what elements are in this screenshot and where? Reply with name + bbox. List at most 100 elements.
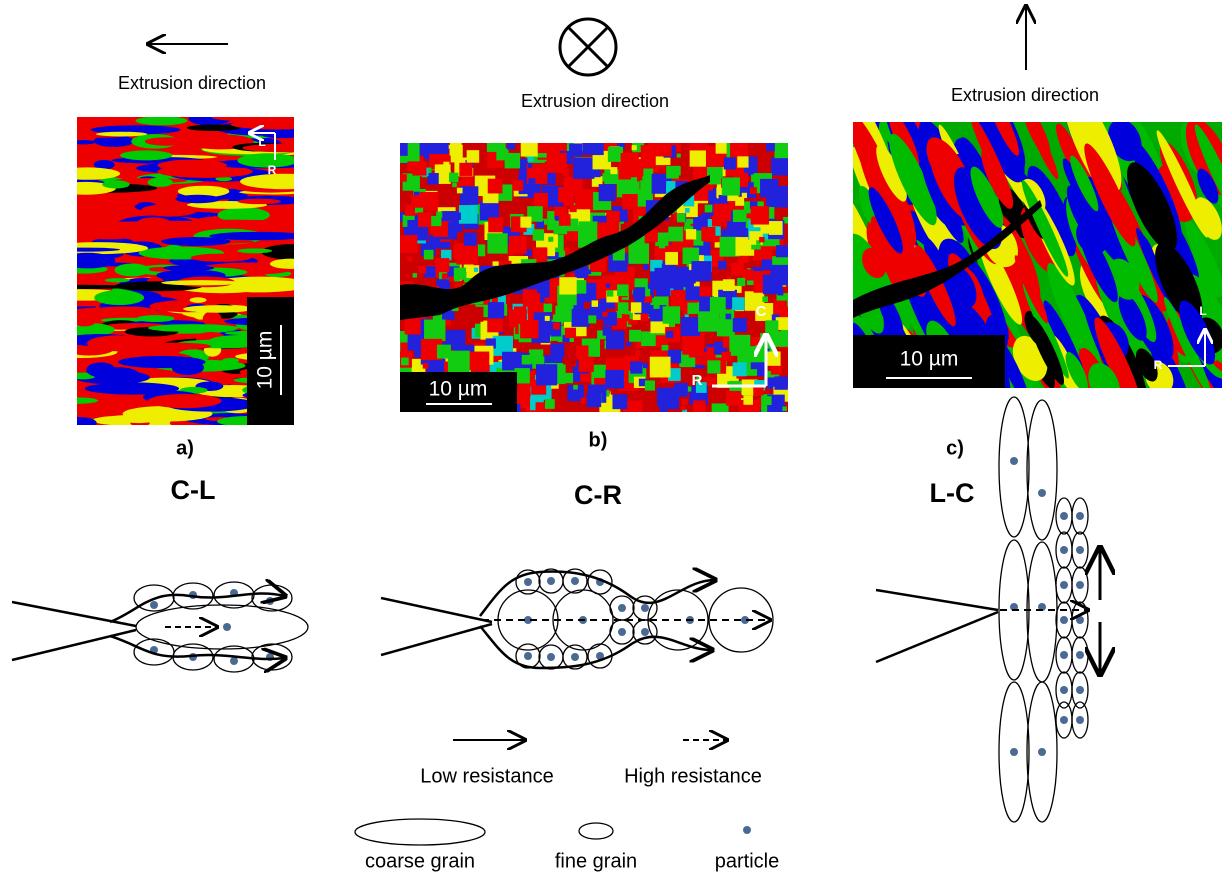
grain [1076,651,1084,659]
grain [682,399,688,405]
grain [570,273,575,278]
grain [686,229,696,239]
direction-label: Extrusion direction [521,91,669,111]
grain [242,144,330,153]
grain [763,396,772,405]
grain [507,141,515,149]
grain [635,350,640,355]
grain [1076,581,1084,589]
grain [631,302,642,313]
grain [59,253,115,269]
grain [580,373,588,381]
grain [729,335,750,356]
grain [454,268,466,280]
grain [571,309,589,327]
grain [533,229,544,240]
grain [742,193,747,198]
grain [657,388,675,406]
axis-label: L [258,135,265,149]
grain [157,160,227,172]
grain [401,358,409,366]
grain [237,248,272,253]
axis-label: L [1199,304,1206,318]
grain [450,140,462,152]
grain [161,280,241,285]
grain [1060,651,1068,659]
grain [520,320,538,338]
grain [1076,616,1084,624]
grain [487,317,503,333]
grain [231,120,324,130]
grain [602,173,610,181]
direction-label: Extrusion direction [118,73,266,93]
grain [528,178,535,185]
grain [733,318,747,332]
grain [534,193,548,207]
grain [407,256,412,261]
direction-label: Extrusion direction [951,85,1099,105]
grain [141,204,197,216]
grain [1060,581,1068,589]
grain [569,205,576,212]
grain [522,355,532,365]
schematic-c [876,397,1100,822]
grain [459,205,478,224]
grain [93,221,182,231]
grain [762,296,768,302]
grain [464,233,477,246]
grain [766,351,780,365]
grain [488,302,504,318]
grain [487,233,507,253]
grain [623,314,630,321]
grain [520,217,531,228]
grain [467,150,480,163]
grain [118,356,205,368]
grain [424,250,434,260]
grain [585,136,604,155]
grain [448,351,470,373]
grain [681,317,700,336]
grain [1060,716,1068,724]
grain [612,394,627,409]
grain [399,235,417,253]
grain [521,140,538,157]
grain [442,273,448,279]
grain [733,362,747,376]
grain [771,157,789,175]
grain [460,186,479,205]
grain [759,237,764,242]
grain [548,237,553,242]
grain [449,276,454,281]
grain [618,302,629,313]
grain [544,304,552,312]
grain [488,217,503,232]
grain [717,319,735,337]
grain [653,303,659,309]
grain [190,297,207,303]
grain [73,317,95,326]
grain [413,273,417,277]
grain [777,290,783,296]
grain [724,157,736,169]
panel-label: a) [176,437,194,459]
grain [91,306,158,315]
grain [766,142,775,151]
grain [148,178,173,187]
figure: Extrusion direction Extrusion direction … [0,0,1222,879]
grain [660,406,667,413]
grain [148,394,221,408]
grain [737,156,748,167]
grain [399,174,406,181]
grain [419,266,426,273]
grain [666,331,673,338]
axis-label: R [268,163,277,177]
grain [424,320,445,341]
grain [752,337,760,345]
scale-bar-label: 10 µm [900,348,959,371]
grain [86,362,115,377]
grain [453,212,461,220]
grain [58,194,119,204]
grain [136,315,174,322]
grain [443,162,449,168]
grain [537,285,545,293]
